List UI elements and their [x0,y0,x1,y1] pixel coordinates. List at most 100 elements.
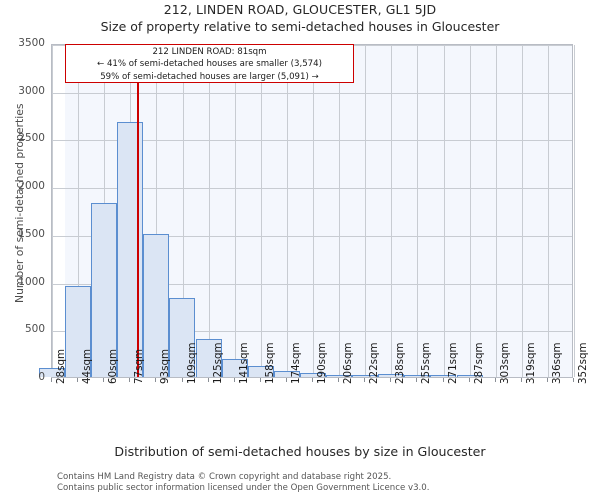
gridline-vertical [417,45,418,377]
x-axis-tick-label: 190sqm [316,342,328,384]
plot-left-background [52,45,65,377]
bar [326,374,352,377]
bar [91,203,117,377]
gridline-vertical [522,45,523,377]
x-axis-tick-label: 174sqm [290,342,302,384]
x-axis-tick-label: 44sqm [81,348,93,384]
page-subtitle: Size of property relative to semi-detach… [100,19,500,34]
gridline-vertical [365,45,366,377]
x-axis-tick-label: 287sqm [473,342,485,384]
bar [39,368,65,377]
gridline-vertical [496,45,497,377]
gridline-vertical [287,45,288,377]
x-axis-tick-mark [103,378,104,382]
x-axis-tick-label: 336sqm [551,342,563,384]
gridline-horizontal [52,92,572,94]
x-axis-tick-label: 352sqm [577,342,589,384]
y-axis-tick-label: 1500 [18,227,45,240]
x-axis-tick-mark [234,378,235,382]
footer-line-1: Contains HM Land Registry data © Crown c… [57,472,392,482]
x-axis-tick-mark [390,378,391,382]
annotation-line-2: ← 41% of semi-detached houses are smalle… [97,59,322,70]
x-axis-tick-label: 319sqm [525,342,537,384]
bar [222,358,248,377]
y-axis-tick-label: 2500 [18,132,45,145]
bar [196,338,222,377]
gridline-horizontal [52,283,572,285]
bar [117,122,143,377]
x-axis-tick-label: 206sqm [342,342,354,384]
gridline-horizontal [52,235,572,237]
page-title: 212, LINDEN ROAD, GLOUCESTER, GL1 5JD [163,2,437,17]
x-axis-tick-label: 125sqm [212,342,224,384]
x-axis-tick-label: 271sqm [447,342,459,384]
property-marker-line [137,45,139,377]
x-axis-tick-mark [573,378,574,382]
annotation-line-3: 59% of semi-detached houses are larger (… [100,71,319,82]
x-axis-tick-mark [182,378,183,382]
gridline-vertical [52,45,53,377]
y-axis-tick-label: 3000 [18,84,45,97]
x-axis-tick-mark [443,378,444,382]
x-axis-tick-label: 158sqm [264,342,276,384]
bar [143,233,169,377]
gridline-vertical [183,45,184,377]
x-axis-tick-mark [260,378,261,382]
x-axis-tick-mark [77,378,78,382]
x-axis-tick-mark [286,378,287,382]
y-axis-tick-label: 0 [38,371,45,383]
gridline-horizontal [52,188,572,190]
x-axis-tick-mark [208,378,209,382]
x-axis-tick-label: 222sqm [368,342,380,384]
gridline-vertical [339,45,340,377]
bar [65,286,91,377]
x-axis-tick-label: 255sqm [420,342,432,384]
x-axis-tick-mark [129,378,130,382]
gridline-vertical [235,45,236,377]
plot-area [39,44,575,378]
x-axis-label: Distribution of semi-detached houses by … [114,444,486,459]
footer-line-2: Contains public sector information licen… [57,482,430,493]
bar [457,375,483,377]
x-axis-tick-mark [495,378,496,382]
x-axis-tick-label: 77sqm [133,348,145,384]
y-axis-tick-label: 1000 [18,275,45,288]
gridline-vertical [444,45,445,377]
x-axis-tick-label: 303sqm [499,342,511,384]
x-axis-tick-mark [155,378,156,382]
gridline-vertical [574,45,575,377]
y-axis-tick-label: 2000 [18,180,45,193]
x-axis-tick-mark [338,378,339,382]
gridline-vertical [470,45,471,377]
bar [430,375,456,377]
x-axis-tick-label: 238sqm [394,342,406,384]
gridline-vertical [548,45,549,377]
y-axis-tick-label: 500 [24,323,45,336]
bar [248,366,274,377]
gridline-horizontal [52,331,572,333]
x-axis-tick-label: 141sqm [238,342,250,384]
bar [300,373,326,377]
gridline-vertical [313,45,314,377]
gridline-vertical [78,45,79,377]
gridline-vertical [156,45,157,377]
bar [169,297,195,377]
x-axis-tick-mark [521,378,522,382]
bar [352,375,378,377]
gridline-vertical [391,45,392,377]
gridline-vertical [261,45,262,377]
footer-attribution: Contains HM Land Registry data © Crown c… [57,472,597,493]
bar [404,375,430,377]
bar [274,371,300,377]
x-axis-tick-mark [469,378,470,382]
x-axis-tick-mark [312,378,313,382]
annotation-line-1: 212 LINDEN ROAD: 81sqm [152,47,267,57]
x-axis-tick-mark [364,378,365,382]
annotation-box: 212 LINDEN ROAD: 81sqm ← 41% of semi-det… [65,44,354,83]
x-axis-tick-mark [51,378,52,382]
gridline-vertical [209,45,210,377]
bar [378,374,404,377]
x-axis-tick-label: 28sqm [55,348,67,384]
y-axis-tick-label: 3500 [18,37,45,49]
